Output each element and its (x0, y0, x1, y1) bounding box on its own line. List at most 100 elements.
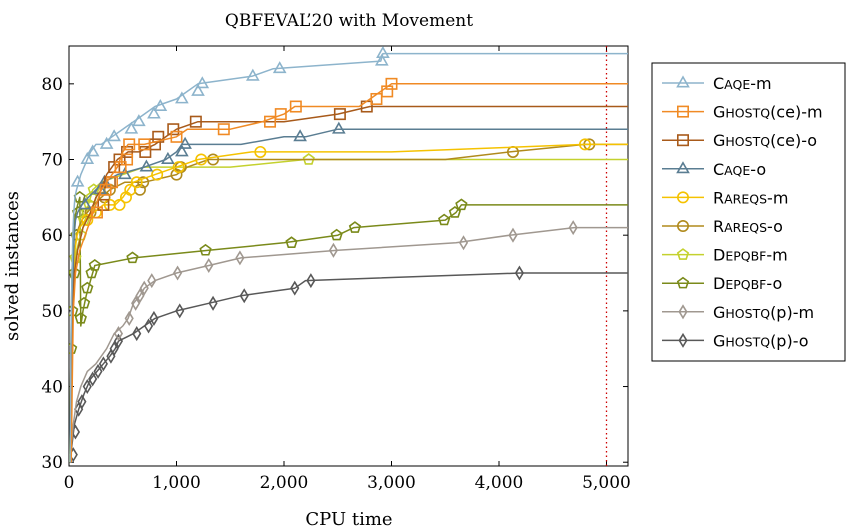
series-line-ghostq-ce-m (70, 83, 628, 463)
data-point-rareqs-o (137, 176, 150, 189)
series-line-caqe-m (69, 52, 628, 463)
data-point-ghostq-ce-m (385, 77, 398, 90)
data-point-depqbf-o (85, 266, 98, 279)
legend-label: CAQE-m (713, 74, 772, 93)
data-point-ghostq-ce-o (333, 108, 346, 121)
x-tick-label: 5,000 (582, 473, 631, 493)
data-point-ghostq-p-m (204, 257, 214, 273)
legend-marker (676, 161, 690, 174)
legend-entry-caqe-m: CAQE-m (662, 74, 772, 93)
data-point-ghostq-ce-o (167, 123, 180, 136)
data-point-ghostq-p-m (147, 273, 157, 289)
data-point-ghostq-ce-m (121, 153, 134, 166)
data-point-caqe-o (293, 129, 307, 142)
legend-entry-ghostq-ce-o: GHOSTQ(ce)-o (662, 131, 817, 150)
data-point-ghostq-ce-o (113, 153, 126, 166)
data-point-ghostq-ce-m (138, 138, 151, 151)
data-point-ghostq-p-m (328, 242, 339, 258)
data-point-caqe-m (175, 91, 189, 104)
data-point-caqe-m (245, 68, 260, 81)
data-point-ghostq-ce-m (370, 92, 383, 105)
legend-label: GHOSTQ(ce)-m (713, 103, 823, 122)
data-point-depqbf-m (85, 190, 98, 203)
series-line-rareqs-m (69, 143, 628, 463)
data-point-ghostq-p-o (239, 288, 249, 304)
legend-entry-ghostq-p-m: GHOSTQ(p)-m (662, 303, 814, 322)
legend-marker (676, 105, 689, 118)
data-point-ghostq-ce-o (97, 198, 110, 211)
data-point-ghostq-p-o (77, 394, 87, 410)
legend-marker (676, 134, 689, 147)
legend-entry-rareqs-m: RAREQS-m (662, 188, 788, 207)
x-tick-label: 2,000 (260, 473, 309, 493)
data-point-rareqs-m (130, 176, 143, 189)
data-point-depqbf-o (330, 228, 343, 241)
data-point-caqe-m (132, 114, 146, 127)
data-point-rareqs-o (207, 153, 220, 166)
data-point-ghostq-p-o (306, 273, 316, 289)
data-point-caqe-m (147, 106, 161, 119)
data-point-ghostq-p-o (93, 363, 103, 379)
series-line-rareqs-o (69, 143, 628, 463)
data-point-depqbf-m (302, 153, 315, 165)
legend-marker (676, 191, 689, 204)
legend-marker (678, 304, 688, 320)
data-point-ghostq-ce-m (90, 206, 103, 219)
legend-label: GHOSTQ(ce)-o (713, 131, 817, 150)
data-point-caqe-m (195, 76, 210, 89)
data-point-ghostq-p-m (458, 235, 469, 251)
data-point-caqe-m (80, 151, 95, 164)
chart-title: QBFEVAL’20 with Movement (225, 11, 473, 31)
data-point-depqbf-o (438, 213, 451, 226)
data-point-caqe-m (376, 46, 390, 59)
data-point-ghostq-p-m (131, 295, 141, 311)
series-rareqs-m (69, 138, 628, 463)
series-line-ghostq-p-o (69, 272, 628, 463)
legend-entry-caqe-o: CAQE-o (662, 160, 766, 179)
data-point-depqbf-o (285, 236, 298, 248)
data-point-ghostq-ce-m (123, 138, 136, 151)
data-point-depqbf-o (455, 198, 468, 211)
data-point-rareqs-m (195, 153, 208, 166)
data-point-ghostq-ce-m (217, 123, 230, 136)
y-tick-label: 80 (41, 75, 63, 95)
series-caqe-m (69, 46, 628, 463)
legend-label: DEPQBF-m (713, 246, 788, 265)
plot-frame (68, 45, 629, 467)
data-point-ghostq-p-o (208, 295, 218, 311)
series-depqbf-m (69, 153, 628, 463)
data-point-ghostq-ce-m (170, 130, 183, 143)
data-point-ghostq-p-o (109, 341, 119, 357)
x-axis-label: CPU time (305, 509, 392, 530)
data-point-ghostq-p-m (172, 265, 183, 281)
legend-entry-ghostq-ce-m: GHOSTQ(ce)-m (662, 103, 823, 122)
data-point-depqbf-o (126, 251, 139, 264)
data-point-ghostq-ce-o (189, 115, 202, 128)
data-point-ghostq-p-o (175, 303, 185, 319)
series-ghostq-p-m (69, 220, 628, 463)
data-point-rareqs-m (254, 145, 267, 158)
data-point-rareqs-m (172, 161, 185, 174)
data-point-ghostq-p-m (113, 326, 124, 342)
data-point-ghostq-p-o (149, 310, 159, 326)
data-point-caqe-m (374, 53, 389, 66)
series-line-ghostq-p-m (69, 226, 628, 463)
data-point-rareqs-m (151, 168, 164, 181)
data-point-ghostq-ce-o (152, 130, 165, 143)
data-point-caqe-o (178, 136, 192, 149)
data-point-caqe-m (272, 61, 287, 74)
data-point-caqe-m (85, 144, 100, 157)
data-point-ghostq-ce-m (289, 100, 302, 113)
legend-marker (676, 276, 690, 289)
data-point-ghostq-p-m (235, 250, 245, 266)
legend-marker (676, 220, 689, 233)
legend-entry-ghostq-p-o: GHOSTQ(p)-o (662, 331, 809, 350)
data-point-caqe-m (99, 136, 114, 149)
data-point-ghostq-p-m (508, 227, 518, 243)
data-point-ghostq-p-o (113, 333, 124, 349)
y-axis-label: solved instances (2, 191, 23, 341)
data-point-ghostq-p-o (88, 371, 98, 387)
legend-marker (676, 75, 690, 88)
legend: CAQE-m GHOSTQ(ce)-m GHOSTQ(ce)-o CAQE-o RARE… (651, 62, 846, 362)
series-depqbf-o (69, 190, 628, 463)
